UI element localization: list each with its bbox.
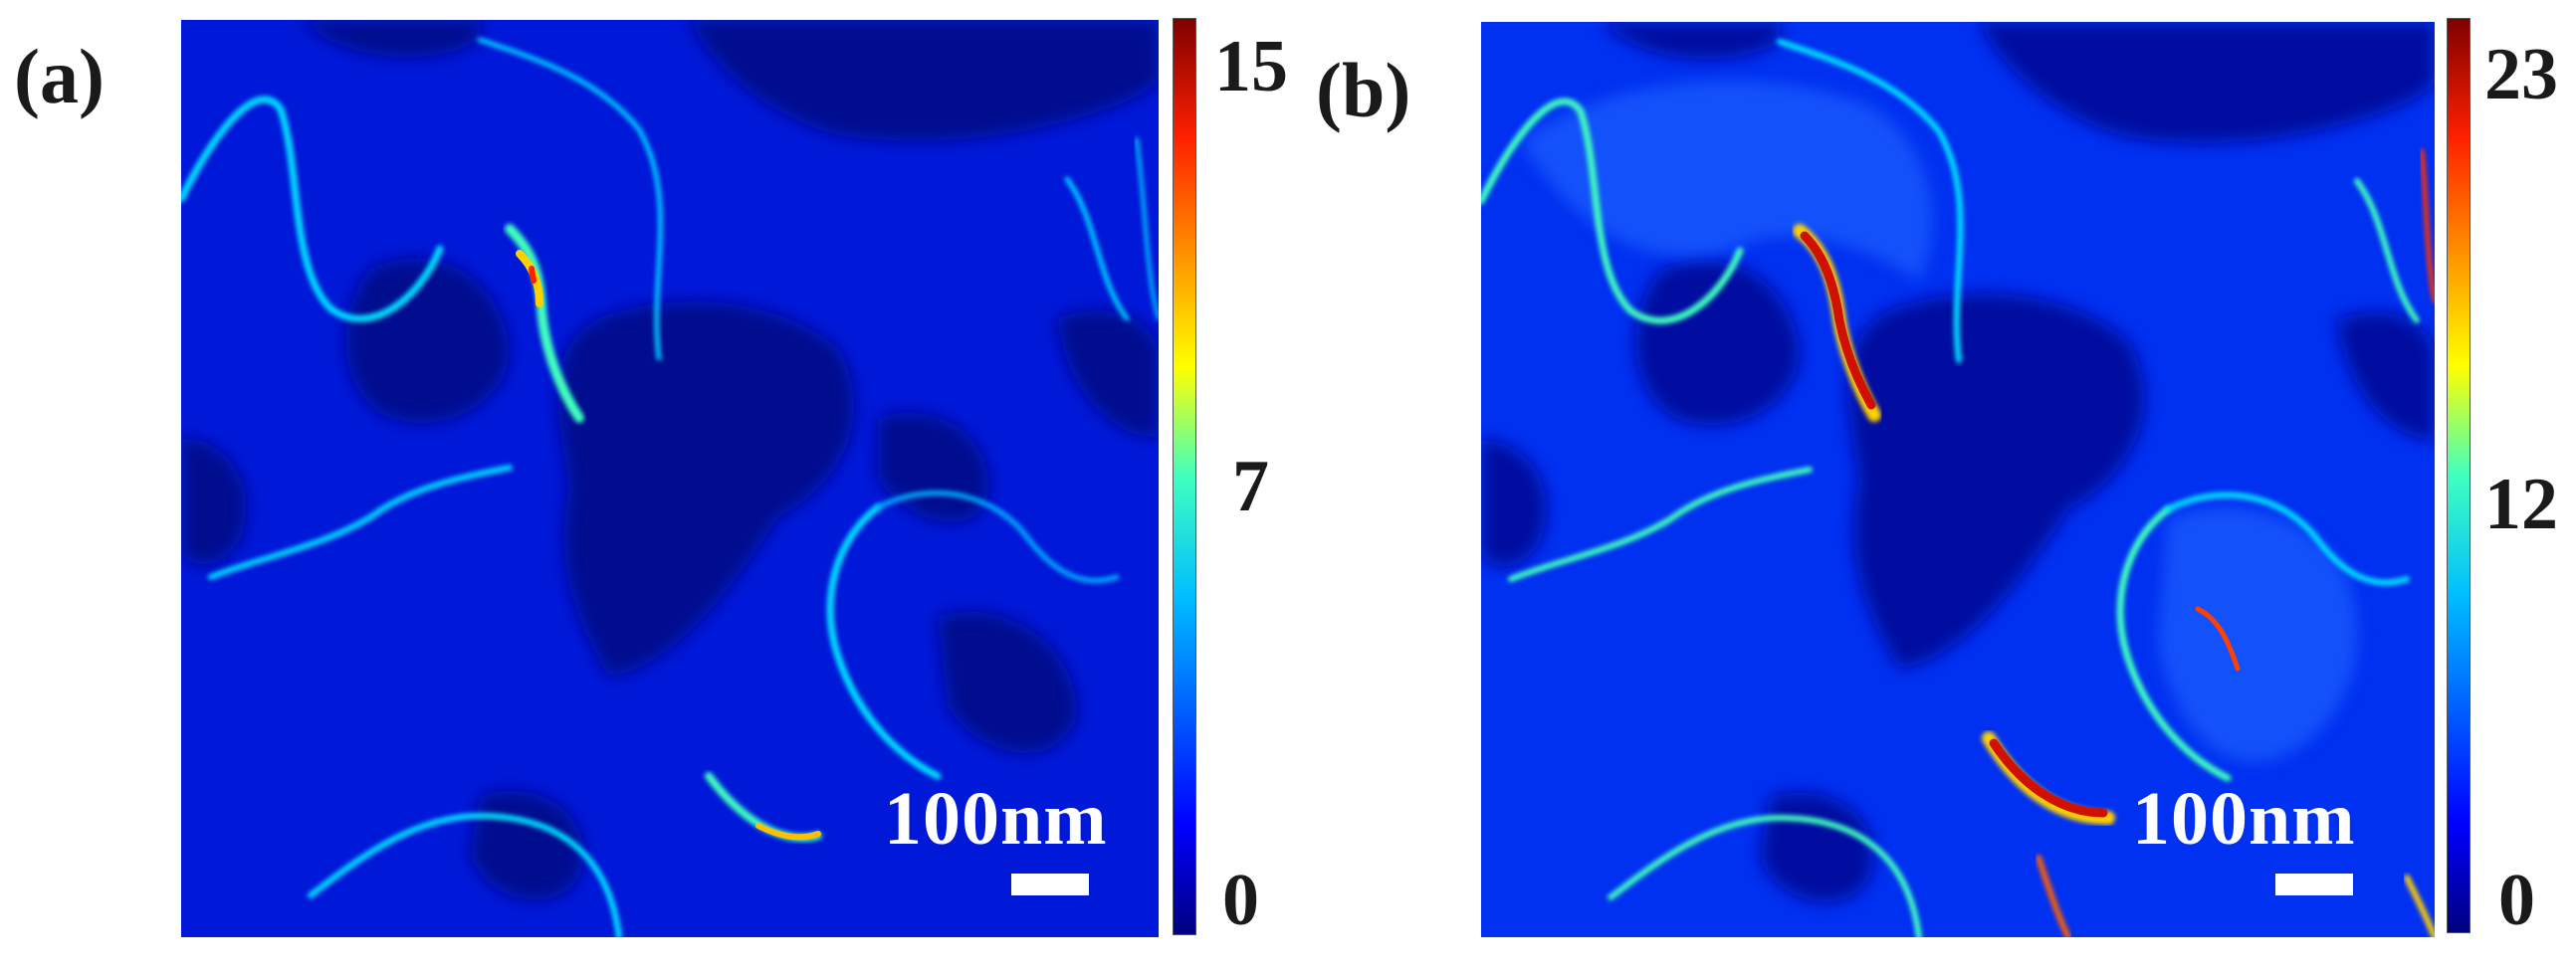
scale-bar-label-b: 100nm [2132, 777, 2356, 861]
colorbar-a [1173, 18, 1196, 935]
panel-b-label: (b) [1316, 47, 1411, 133]
colorbar-b [2447, 18, 2470, 933]
colorbar-a-min-tick: 0 [1222, 860, 1259, 941]
scale-bar-b [2275, 874, 2353, 895]
field-map-a [181, 20, 1159, 937]
field-map-b [1481, 22, 2435, 937]
colorbar-a-mid-tick: 7 [1232, 446, 1269, 527]
colorbar-b-mid-tick: 12 [2484, 464, 2558, 545]
panel-a-label: (a) [14, 33, 105, 119]
scale-bar-a [1011, 874, 1089, 895]
colorbar-b-max-tick: 23 [2484, 34, 2558, 115]
colorbar-b-min-tick: 0 [2498, 860, 2535, 941]
scale-bar-label-a: 100nm [884, 777, 1108, 861]
colorbar-a-max-tick: 15 [1214, 26, 1288, 107]
